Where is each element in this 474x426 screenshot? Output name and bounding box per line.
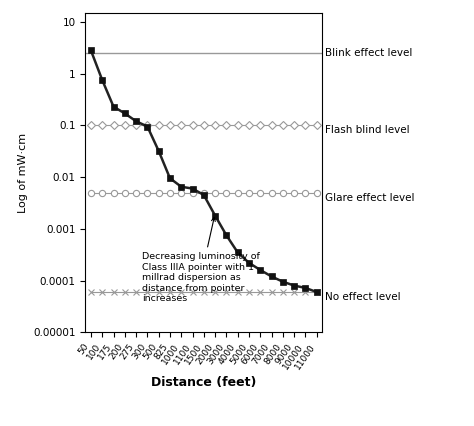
Text: Glare effect level: Glare effect level bbox=[325, 193, 414, 203]
Text: Flash blind level: Flash blind level bbox=[325, 125, 409, 135]
Text: Blink effect level: Blink effect level bbox=[325, 48, 412, 58]
Text: Decreasing luminosity of
Class IIIA pointer with 1
millrad dispersion as
distanc: Decreasing luminosity of Class IIIA poin… bbox=[142, 217, 260, 303]
Y-axis label: Log of mW·cm: Log of mW·cm bbox=[18, 132, 27, 213]
X-axis label: Distance (feet): Distance (feet) bbox=[151, 376, 256, 389]
Text: No effect level: No effect level bbox=[325, 292, 400, 302]
